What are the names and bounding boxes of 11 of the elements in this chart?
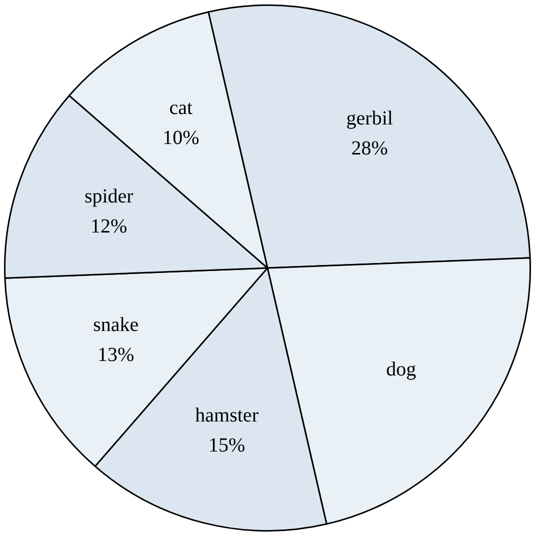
slice-label: cat — [169, 97, 193, 120]
data-label: 10% — [162, 127, 200, 150]
slice-label: spider — [84, 185, 134, 208]
slice-label: dog — [386, 358, 416, 380]
data-label: 13% — [98, 344, 134, 366]
data-label: 15% — [208, 434, 246, 456]
slice-label: snake — [93, 314, 139, 336]
slice-label: gerbil — [346, 108, 394, 130]
data-label: 28% — [351, 138, 388, 160]
data-label: 12% — [90, 215, 128, 238]
slice-label: hamster — [195, 404, 259, 426]
